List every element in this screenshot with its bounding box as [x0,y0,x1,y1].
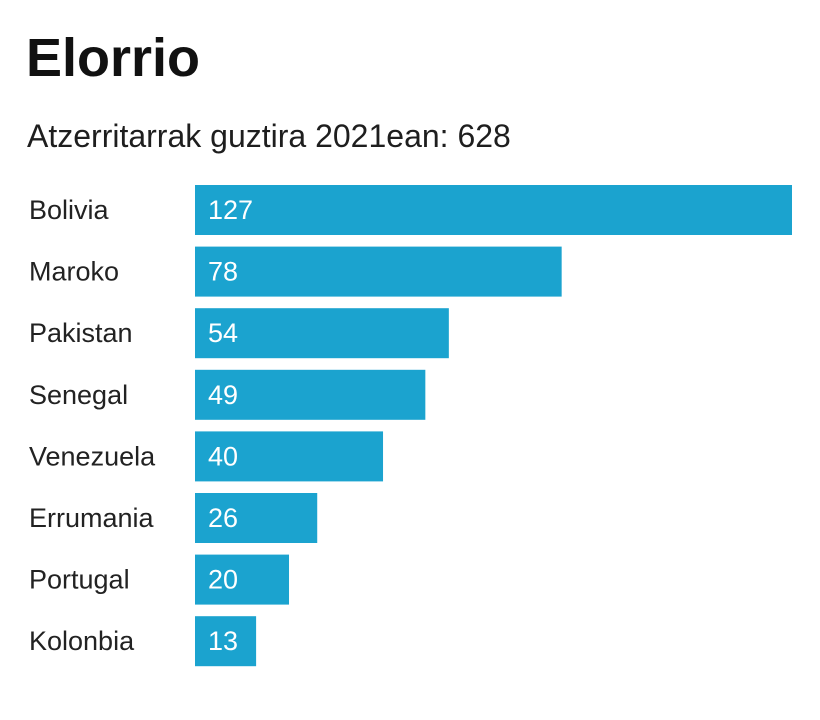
category-label: Errumania [29,503,155,533]
chart-title: Elorrio [26,28,201,88]
bar-value-label: 20 [208,565,238,595]
category-label: Pakistan [29,318,133,348]
bar-value-label: 78 [208,257,238,287]
category-label: Venezuela [29,441,156,471]
bar [195,246,562,297]
bar [195,554,290,605]
bar [195,493,318,543]
category-label: Bolivia [29,195,110,225]
bar-value-label: 40 [208,441,238,471]
bar-value-label: 49 [208,380,238,410]
bar [195,185,792,235]
bar-value-label: 26 [208,503,238,533]
category-label: Portugal [29,565,130,595]
category-label: Maroko [29,257,119,287]
chart-subtitle: Atzerritarrak guztira 2021ean: 628 [27,118,511,154]
bar-value-label: 13 [208,626,238,656]
category-label: Kolonbia [29,626,135,656]
bar-value-label: 54 [208,318,238,348]
bar-value-label: 127 [208,195,253,225]
bar [195,431,384,482]
category-label: Senegal [29,380,128,410]
bar [195,308,449,359]
bar [195,616,257,667]
bar [195,369,426,420]
